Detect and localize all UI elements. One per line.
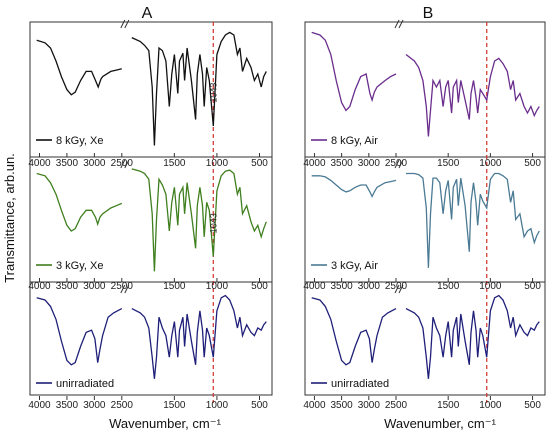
x-tick-label: 3000 <box>358 158 381 169</box>
axis-break-mark <box>120 159 130 169</box>
x-tick-label: 500 <box>251 400 268 411</box>
break-slash <box>120 159 126 169</box>
x-tick-label: 4000 <box>28 158 51 169</box>
x-tick-label: 1000 <box>479 158 502 169</box>
break-slash <box>394 284 400 294</box>
x-tick-label: 1500 <box>437 281 460 292</box>
x-tick-label: 3500 <box>56 158 79 169</box>
break-slash <box>398 19 404 29</box>
series-3-kgy-air: 3 kGy, Air 4000 3500 3000 2500 1500 1000 500 <box>303 159 541 292</box>
x-tick-label: 3500 <box>56 400 79 411</box>
break-slash <box>398 159 404 169</box>
axis-break-mark <box>120 284 130 294</box>
break-slash <box>120 284 126 294</box>
series-unirradiated: unirradiated 4000 3500 3000 2500 1500 1000 500 <box>28 284 268 411</box>
x-tick-label: 3000 <box>83 158 106 169</box>
series-line-segment <box>311 31 397 112</box>
series-line-segment <box>36 297 123 366</box>
x-tick-label: 500 <box>524 281 541 292</box>
x-tick-label: 1000 <box>479 400 502 411</box>
x-tick-label: 3500 <box>56 281 79 292</box>
x-tick-label: 2500 <box>385 281 408 292</box>
axis-break-mark <box>394 159 404 169</box>
break-slash <box>124 159 130 169</box>
axis-break-mark <box>120 19 130 29</box>
panel-letter-b: B <box>423 5 434 22</box>
peak-annotation-1043: 1043 <box>208 83 218 103</box>
x-tick-label: 500 <box>524 158 541 169</box>
x-axis-title-panel-b: Wavenumber, cm⁻¹ <box>384 416 497 431</box>
x-tick-label: 1500 <box>437 400 460 411</box>
x-tick-label: 4000 <box>28 400 51 411</box>
x-tick-label: 2500 <box>111 158 134 169</box>
x-tick-label: 500 <box>524 400 541 411</box>
x-tick-label: 4000 <box>303 400 326 411</box>
x-tick-label: 1000 <box>206 281 229 292</box>
x-tick-label: 3000 <box>358 400 381 411</box>
x-tick-label: 2500 <box>385 400 408 411</box>
x-tick-label: 500 <box>251 158 268 169</box>
series-line-segment <box>131 31 267 146</box>
break-slash <box>124 19 130 29</box>
x-tick-label: 2500 <box>385 158 408 169</box>
series-line-segment <box>36 172 123 232</box>
y-axis-title: Transmittance, arb.un. <box>2 153 17 283</box>
x-tick-label: 4000 <box>303 158 326 169</box>
x-tick-label: 1500 <box>163 158 186 169</box>
x-tick-label: 3000 <box>83 400 106 411</box>
break-slash <box>394 159 400 169</box>
panel-a: 8 kGy, Xe 1043 4000 3500 3000 2500 1500 1000 500… <box>28 19 273 411</box>
legend-label: 3 kGy, Xe <box>56 260 103 272</box>
series-line-segment <box>311 297 397 366</box>
legend-label: 3 kGy, Air <box>331 260 378 272</box>
break-slash <box>120 19 126 29</box>
series-line-segment <box>131 168 267 272</box>
x-tick-label: 500 <box>251 281 268 292</box>
x-tick-label: 4000 <box>303 281 326 292</box>
panel-letter-a: A <box>142 5 153 22</box>
series-8-kgy-xe: 8 kGy, Xe 1043 4000 3500 3000 2500 1500 1000 500 <box>28 19 268 169</box>
x-tick-label: 3500 <box>331 158 354 169</box>
axis-break-mark <box>394 284 404 294</box>
break-slash <box>124 284 130 294</box>
x-tick-label: 3500 <box>331 400 354 411</box>
legend-label: unirradiated <box>56 378 114 390</box>
x-tick-label: 4000 <box>28 281 51 292</box>
legend-label: 8 kGy, Air <box>331 135 378 147</box>
break-slash <box>398 284 404 294</box>
series-3-kgy-xe: 3 kGy, Xe 1043 4000 3500 3000 2500 1500 1000 500 <box>28 159 268 292</box>
series-line-segment <box>405 53 540 137</box>
x-tick-label: 1500 <box>437 158 460 169</box>
series-line-segment <box>405 294 540 379</box>
x-tick-label: 1500 <box>163 281 186 292</box>
series-8-kgy-air: 8 kGy, Air 4000 3500 3000 2500 1500 1000 500 <box>303 19 541 169</box>
panel-frame <box>29 21 273 396</box>
series-line-segment <box>36 39 122 96</box>
series-unirradiated: unirradiated 4000 3500 3000 2500 1500 1000 500 <box>303 284 541 411</box>
x-axis-title-panel-a: Wavenumber, cm⁻¹ <box>109 416 222 431</box>
x-tick-label: 1000 <box>206 158 229 169</box>
series-line-segment <box>311 175 397 199</box>
x-tick-label: 3000 <box>83 281 106 292</box>
x-tick-label: 1500 <box>163 400 186 411</box>
x-tick-label: 2500 <box>111 400 134 411</box>
x-tick-label: 3500 <box>331 281 354 292</box>
x-tick-label: 1000 <box>479 281 502 292</box>
panel-frame <box>304 21 546 396</box>
series-line-segment <box>406 172 540 268</box>
series-line-segment <box>131 294 267 379</box>
panels-layer: 8 kGy, Xe 1043 4000 3500 3000 2500 1500 1000 500… <box>28 19 546 411</box>
x-tick-label: 2500 <box>111 281 134 292</box>
x-tick-label: 1000 <box>206 400 229 411</box>
legend-label: 8 kGy, Xe <box>56 135 103 147</box>
peak-annotation-1043: 1043 <box>208 213 218 233</box>
x-tick-label: 3000 <box>358 281 381 292</box>
legend-label: unirradiated <box>331 378 389 390</box>
break-slash <box>394 19 400 29</box>
axis-break-mark <box>394 19 404 29</box>
